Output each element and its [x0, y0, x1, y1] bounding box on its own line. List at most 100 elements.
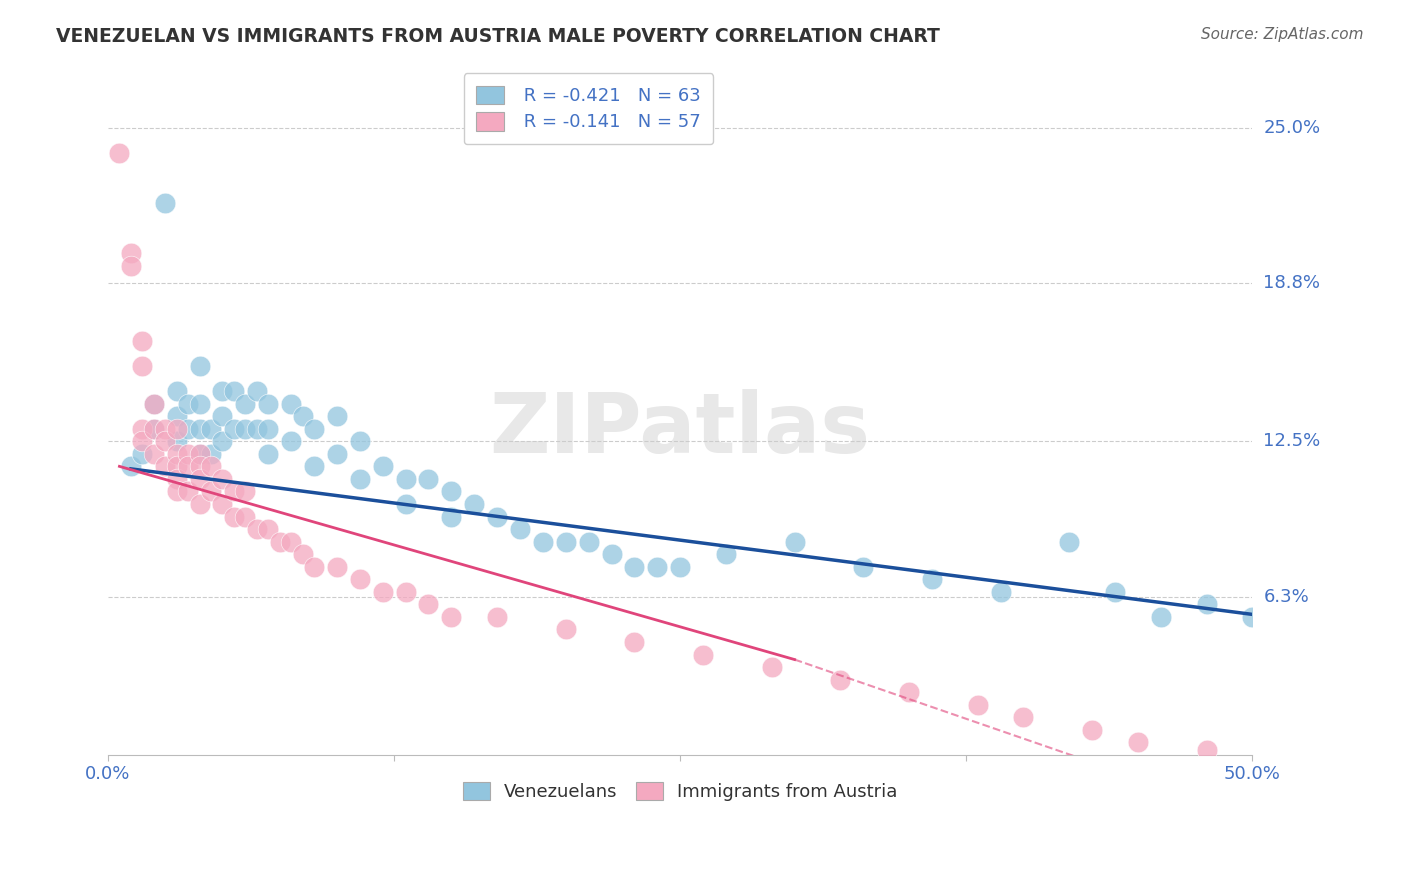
- Point: [852, 559, 875, 574]
- Point: [783, 534, 806, 549]
- Point: [1150, 610, 1173, 624]
- Point: [233, 509, 256, 524]
- Point: [131, 359, 153, 373]
- Point: [623, 635, 645, 649]
- Point: [155, 459, 177, 474]
- Point: [108, 145, 131, 160]
- Point: [188, 447, 211, 461]
- Point: [142, 422, 165, 436]
- Point: [155, 195, 177, 210]
- Point: [155, 422, 177, 436]
- Point: [200, 459, 222, 474]
- Point: [269, 534, 291, 549]
- Point: [554, 534, 576, 549]
- Point: [188, 396, 211, 410]
- Point: [142, 396, 165, 410]
- Point: [326, 559, 349, 574]
- Point: [349, 472, 371, 486]
- Text: Source: ZipAtlas.com: Source: ZipAtlas.com: [1201, 27, 1364, 42]
- Point: [394, 472, 416, 486]
- Point: [898, 685, 921, 699]
- Point: [394, 497, 416, 511]
- Point: [692, 648, 714, 662]
- Point: [1241, 610, 1264, 624]
- Point: [177, 447, 200, 461]
- Point: [371, 584, 394, 599]
- Point: [600, 547, 623, 561]
- Point: [1126, 735, 1149, 749]
- Point: [291, 547, 314, 561]
- Point: [131, 334, 153, 348]
- Point: [222, 384, 245, 398]
- Point: [188, 447, 211, 461]
- Point: [714, 547, 737, 561]
- Point: [142, 396, 165, 410]
- Point: [761, 660, 783, 674]
- Point: [166, 422, 188, 436]
- Point: [233, 422, 256, 436]
- Point: [440, 610, 463, 624]
- Point: [211, 472, 233, 486]
- Point: [326, 409, 349, 424]
- Point: [233, 484, 256, 499]
- Point: [463, 497, 485, 511]
- Point: [1195, 598, 1218, 612]
- Point: [211, 434, 233, 449]
- Point: [302, 459, 325, 474]
- Point: [177, 484, 200, 499]
- Point: [280, 396, 302, 410]
- Point: [166, 409, 188, 424]
- Point: [166, 472, 188, 486]
- Point: [1195, 743, 1218, 757]
- Point: [222, 422, 245, 436]
- Point: [120, 259, 142, 273]
- Point: [371, 459, 394, 474]
- Point: [166, 384, 188, 398]
- Point: [222, 484, 245, 499]
- Point: [200, 422, 222, 436]
- Point: [1104, 584, 1126, 599]
- Point: [131, 434, 153, 449]
- Point: [188, 422, 211, 436]
- Text: ZIPatlas: ZIPatlas: [489, 389, 870, 470]
- Legend: Venezuelans, Immigrants from Austria: Venezuelans, Immigrants from Austria: [450, 769, 910, 814]
- Point: [291, 409, 314, 424]
- Point: [188, 459, 211, 474]
- Point: [486, 509, 509, 524]
- Text: 12.5%: 12.5%: [1264, 433, 1320, 450]
- Point: [200, 447, 222, 461]
- Point: [131, 447, 153, 461]
- Point: [669, 559, 692, 574]
- Point: [830, 673, 852, 687]
- Point: [554, 623, 576, 637]
- Point: [166, 484, 188, 499]
- Point: [257, 447, 280, 461]
- Point: [246, 422, 269, 436]
- Point: [166, 459, 188, 474]
- Text: VENEZUELAN VS IMMIGRANTS FROM AUSTRIA MALE POVERTY CORRELATION CHART: VENEZUELAN VS IMMIGRANTS FROM AUSTRIA MA…: [56, 27, 941, 45]
- Point: [302, 422, 325, 436]
- Point: [440, 484, 463, 499]
- Point: [200, 484, 222, 499]
- Point: [645, 559, 668, 574]
- Point: [440, 509, 463, 524]
- Point: [120, 459, 142, 474]
- Point: [990, 584, 1012, 599]
- Point: [531, 534, 554, 549]
- Point: [222, 509, 245, 524]
- Point: [326, 447, 349, 461]
- Point: [155, 434, 177, 449]
- Text: 18.8%: 18.8%: [1264, 274, 1320, 293]
- Point: [418, 598, 440, 612]
- Point: [349, 434, 371, 449]
- Point: [233, 396, 256, 410]
- Point: [211, 497, 233, 511]
- Point: [1081, 723, 1104, 737]
- Point: [257, 396, 280, 410]
- Point: [349, 572, 371, 586]
- Point: [966, 698, 988, 712]
- Point: [509, 522, 531, 536]
- Point: [177, 396, 200, 410]
- Point: [142, 422, 165, 436]
- Point: [177, 422, 200, 436]
